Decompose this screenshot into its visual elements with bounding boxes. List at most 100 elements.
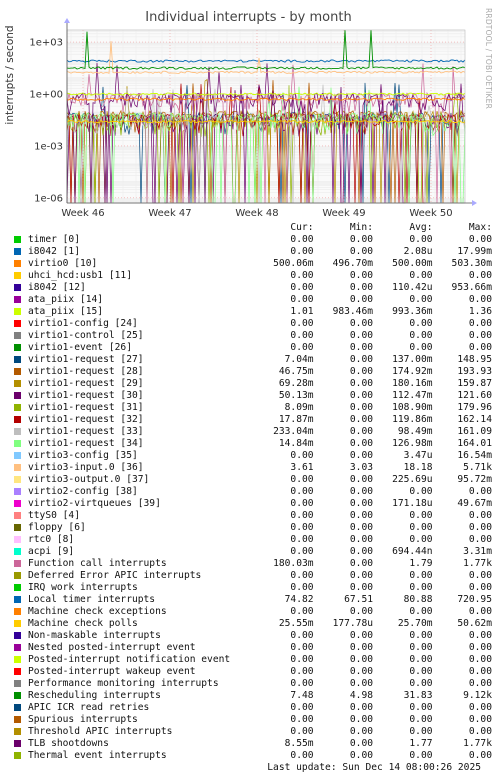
legend-avg-value: 0.00 <box>409 294 433 305</box>
legend-cur-value: 0.00 <box>290 726 314 737</box>
legend-avg-value: 171.18u <box>392 498 433 509</box>
legend-swatch <box>14 404 21 411</box>
legend-series-name: timer [0] <box>28 234 80 245</box>
legend-series-name: virtio3-output.0 [37] <box>28 474 150 485</box>
legend-swatch <box>14 644 21 651</box>
legend-cur-value: 7.48 <box>290 690 314 701</box>
legend-row: Deferred Error APIC interrupts 0.00 0.00 0.… <box>12 570 492 582</box>
legend-avg-value: 500.00m <box>392 258 433 269</box>
legend-row: ttyS0 [4] 0.00 0.00 0.00 0.00 <box>12 510 492 522</box>
legend-max-value: 0.00 <box>468 522 492 533</box>
legend-cur-value: 7.04m <box>284 354 314 365</box>
legend-max-value: 0.00 <box>468 714 492 725</box>
legend-swatch <box>14 512 21 519</box>
legend-avg-value: 0.00 <box>409 510 433 521</box>
legend-max-value: 0.00 <box>468 534 492 545</box>
legend-row: virtio1-control [25] 0.00 0.00 0.00 0.00 <box>12 330 492 342</box>
legend-row: Nested posted-interrupt event 0.00 0.00 0.0… <box>12 642 492 654</box>
legend-series-name: rtc0 [8] <box>28 534 75 545</box>
legend-row: Function call interrupts 180.03m 0.00 1.79 1… <box>12 558 492 570</box>
legend-rows: timer [0] 0.00 0.00 0.00 0.00 i8042 [1] 0.00 0.… <box>12 234 492 762</box>
legend-swatch <box>14 440 21 447</box>
legend-cur-value: 0.00 <box>290 294 314 305</box>
legend-swatch <box>14 620 21 627</box>
legend-avg-value: 180.16m <box>392 378 433 389</box>
legend-series-name: Non-maskable interrupts <box>28 630 161 641</box>
legend-cur-value: 0.00 <box>290 534 314 545</box>
legend-series-name: virtio1-request [30] <box>28 390 144 401</box>
legend-row: Thermal event interrupts 0.00 0.00 0.00 0.00 <box>12 750 492 762</box>
x-tick-label: Week 47 <box>148 208 191 219</box>
legend-cur-value: 0.00 <box>290 750 314 761</box>
legend-min-value: 0.00 <box>349 282 374 293</box>
last-update: Last update: Sun Dec 14 08:00:26 2025 <box>267 762 481 773</box>
legend-series-name: Spurious interrupts <box>28 714 138 725</box>
legend-avg-value: 0.00 <box>409 702 433 713</box>
legend-max-value: 0.00 <box>468 570 492 581</box>
legend-swatch <box>14 464 21 471</box>
legend-max-value: 0.00 <box>468 642 492 653</box>
series-line <box>66 84 466 204</box>
legend-max-value: 0.00 <box>468 666 492 677</box>
legend-series-name: uhci_hcd:usb1 [11] <box>28 270 132 281</box>
legend: Cur: Min: Avg: Max: timer [0] 0.00 0.00 0.0… <box>12 222 492 762</box>
legend-max-value: 179.96 <box>457 402 492 413</box>
legend-max-value: 161.09 <box>457 426 492 437</box>
legend-series-name: APIC ICR read retries <box>28 702 150 713</box>
legend-swatch <box>14 272 21 279</box>
legend-series-name: i8042 [12] <box>28 282 86 293</box>
legend-max-value: 0.00 <box>468 330 492 341</box>
chart-plot: 1e-06 1e-03 1e+00 1e+03 Week 46 Week 47 Week 4… <box>29 18 477 219</box>
legend-series-name: virtio1-config [24] <box>28 318 138 329</box>
legend-row: Threshold APIC interrupts 0.00 0.00 0.00 0.0… <box>12 726 492 738</box>
legend-avg-value: 108.90m <box>392 402 433 413</box>
legend-min-value: 0.00 <box>349 534 374 545</box>
legend-avg-value: 0.00 <box>409 318 433 329</box>
legend-avg-value: 110.42u <box>392 282 433 293</box>
legend-row: virtio3-config [35] 0.00 0.00 3.47u 16.54m <box>12 450 492 462</box>
legend-max-value: 95.72m <box>457 474 492 485</box>
chart-title: Individual interrupts - by month <box>145 10 352 25</box>
legend-row: Posted-interrupt wakeup event 0.00 0.00 0.0… <box>12 666 492 678</box>
legend-col-cur: Cur: <box>290 222 314 233</box>
legend-cur-value: 0.00 <box>290 450 314 461</box>
legend-cur-value: 1.01 <box>290 306 314 317</box>
legend-swatch <box>14 452 21 459</box>
legend-series-name: virtio1-request [29] <box>28 378 144 389</box>
legend-series-name: Threshold APIC interrupts <box>28 726 173 737</box>
legend-swatch <box>14 284 21 291</box>
legend-row: Posted-interrupt notification event 0.00 0… <box>12 654 492 666</box>
legend-max-value: 159.87 <box>457 378 492 389</box>
legend-row: rtc0 [8] 0.00 0.00 0.00 0.00 <box>12 534 492 546</box>
legend-max-value: 164.01 <box>457 438 492 449</box>
legend-cur-value: 0.00 <box>290 234 314 245</box>
legend-row: acpi [9] 0.00 0.00 694.44n 3.31m <box>12 546 492 558</box>
legend-series-name: Machine check polls <box>28 618 138 629</box>
legend-min-value: 177.78u <box>332 618 374 629</box>
legend-min-value: 0.00 <box>349 390 374 401</box>
legend-cur-value: 0.00 <box>290 546 314 557</box>
legend-min-value: 0.00 <box>349 330 374 341</box>
legend-min-value: 0.00 <box>349 606 374 617</box>
y-tick-label: 1e-03 <box>34 141 63 152</box>
legend-swatch <box>14 392 21 399</box>
legend-swatch <box>14 752 21 759</box>
legend-series-name: Nested posted-interrupt event <box>28 642 196 653</box>
legend-series-name: virtio1-request [34] <box>28 438 144 449</box>
legend-cur-value: 0.00 <box>290 570 314 581</box>
legend-max-value: 121.60 <box>457 390 492 401</box>
legend-swatch <box>14 332 21 339</box>
legend-avg-value: 0.00 <box>409 270 433 281</box>
legend-swatch <box>14 608 21 615</box>
legend-avg-value: 31.83 <box>403 690 433 701</box>
legend-min-value: 0.00 <box>349 558 374 569</box>
legend-col-avg: Avg: <box>409 222 433 233</box>
legend-min-value: 0.00 <box>349 510 374 521</box>
legend-swatch <box>14 716 21 723</box>
legend-max-value: 162.14 <box>457 414 492 425</box>
series-line <box>66 119 466 124</box>
legend-avg-value: 98.49m <box>397 426 433 437</box>
legend-swatch <box>14 260 21 267</box>
y-axis-arrow <box>64 18 70 23</box>
legend-header: Cur: Min: Avg: Max: <box>12 222 492 234</box>
